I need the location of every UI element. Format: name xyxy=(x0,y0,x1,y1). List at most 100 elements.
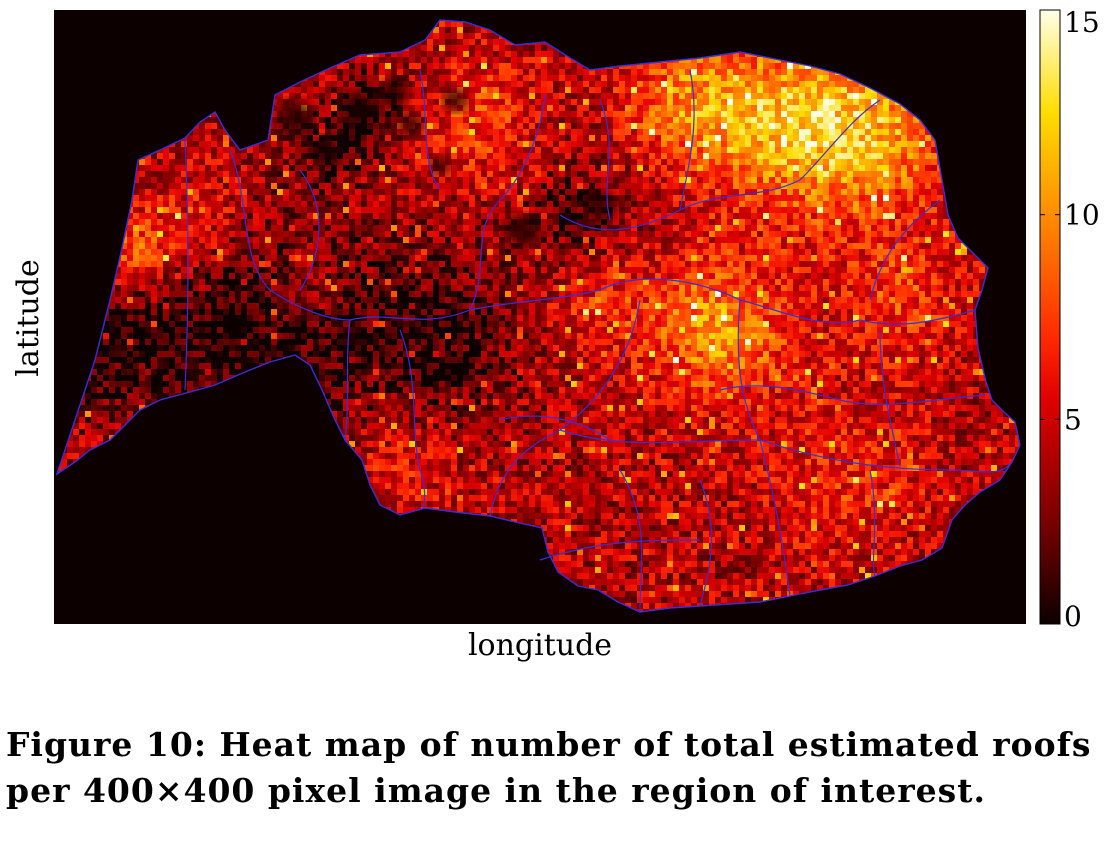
heatmap-cell xyxy=(565,93,571,99)
heatmap-cell xyxy=(643,189,649,195)
heatmap-cell xyxy=(799,105,805,111)
heatmap-cell xyxy=(781,63,787,69)
heatmap-cell xyxy=(163,159,169,165)
heatmap-cell xyxy=(331,99,337,105)
heatmap-cell xyxy=(835,129,841,135)
heatmap-cell xyxy=(409,141,415,147)
heatmap-cell xyxy=(853,195,859,201)
heatmap-cell xyxy=(247,147,253,153)
heatmap-cell xyxy=(565,105,571,111)
heatmap-cell xyxy=(613,171,619,177)
heatmap-cell xyxy=(421,141,427,147)
heatmap-cell xyxy=(343,129,349,135)
heatmap-cell xyxy=(661,153,667,159)
heatmap-cell xyxy=(439,51,445,57)
heatmap-cell xyxy=(835,153,841,159)
heatmap-cell xyxy=(163,195,169,201)
heatmap-cell xyxy=(547,177,553,183)
heatmap-cell xyxy=(511,87,517,93)
heatmap-cell xyxy=(211,159,217,165)
heatmap-cell xyxy=(499,171,505,177)
heatmap-cell xyxy=(775,99,781,105)
heatmap-cell xyxy=(475,141,481,147)
heatmap-cell xyxy=(667,177,673,183)
heatmap-cell xyxy=(607,123,613,129)
heatmap-cell xyxy=(817,123,823,129)
heatmap-cell xyxy=(433,123,439,129)
heatmap-cell xyxy=(307,177,313,183)
heatmap-cell xyxy=(673,183,679,189)
heatmap-cell xyxy=(823,111,829,117)
heatmap-cell xyxy=(523,93,529,99)
heatmap-cell xyxy=(715,129,721,135)
heatmap-cell xyxy=(613,81,619,87)
heatmap-cell xyxy=(775,117,781,123)
heatmap-cell xyxy=(931,141,937,147)
heatmap-cell xyxy=(397,111,403,117)
heatmap-cell xyxy=(445,81,451,87)
heatmap-cell xyxy=(655,87,661,93)
heatmap-cell xyxy=(619,117,625,123)
heatmap-cell xyxy=(841,159,847,165)
heatmap-cell xyxy=(541,81,547,87)
heatmap-cell xyxy=(463,189,469,195)
heatmap-cell xyxy=(895,111,901,117)
heatmap-cell xyxy=(457,123,463,129)
heatmap-cell xyxy=(577,171,583,177)
heatmap-cell xyxy=(523,195,529,201)
heatmap-cell xyxy=(445,69,451,75)
heatmap-cell xyxy=(643,171,649,177)
heatmap-cell xyxy=(235,189,241,195)
heatmap-cell xyxy=(769,147,775,153)
heatmap-cell xyxy=(535,195,541,201)
heatmap-cell xyxy=(361,141,367,147)
heatmap-cell xyxy=(511,105,517,111)
heatmap-cell xyxy=(337,99,343,105)
heatmap-cell xyxy=(289,195,295,201)
heatmap-cell xyxy=(769,141,775,147)
heatmap-cell xyxy=(553,189,559,195)
heatmap-cell xyxy=(865,189,871,195)
heatmap-cell xyxy=(631,117,637,123)
heatmap-cell xyxy=(487,99,493,105)
heatmap-cell xyxy=(841,87,847,93)
heatmap-cell xyxy=(601,69,607,75)
heatmap-cell xyxy=(415,69,421,75)
heatmap-cell xyxy=(349,63,355,69)
heatmap-cell xyxy=(745,57,751,63)
heatmap-cell xyxy=(649,177,655,183)
heatmap-cell xyxy=(475,177,481,183)
heatmap-cell xyxy=(301,195,307,201)
heatmap-cell xyxy=(385,105,391,111)
heatmap-cell xyxy=(835,159,841,165)
heatmap-cell xyxy=(511,159,517,165)
heatmap-cell xyxy=(385,183,391,189)
heatmap-cell xyxy=(721,177,727,183)
heatmap-cell xyxy=(805,123,811,129)
heatmap-cell xyxy=(283,135,289,141)
heatmap-cell xyxy=(523,57,529,63)
heatmap-cell xyxy=(439,177,445,183)
heatmap-cell xyxy=(673,105,679,111)
heatmap-cell xyxy=(349,123,355,129)
heatmap-cell xyxy=(619,81,625,87)
heatmap-cell xyxy=(271,171,277,177)
heatmap-cell xyxy=(733,171,739,177)
heatmap-cell xyxy=(637,93,643,99)
heatmap-cell xyxy=(637,129,643,135)
heatmap-cell xyxy=(451,141,457,147)
heatmap-cell xyxy=(703,123,709,129)
heatmap-cell xyxy=(721,69,727,75)
heatmap-cell xyxy=(775,93,781,99)
heatmap-cell xyxy=(391,123,397,129)
heatmap-cell xyxy=(481,135,487,141)
heatmap-cell xyxy=(205,171,211,177)
heatmap-cell xyxy=(415,141,421,147)
heatmap-cell xyxy=(493,39,499,45)
heatmap-cell xyxy=(829,93,835,99)
heatmap-cell xyxy=(811,165,817,171)
heatmap-cell xyxy=(295,93,301,99)
heatmap-cell xyxy=(481,57,487,63)
heatmap-cell xyxy=(469,111,475,117)
heatmap-cell xyxy=(241,183,247,189)
